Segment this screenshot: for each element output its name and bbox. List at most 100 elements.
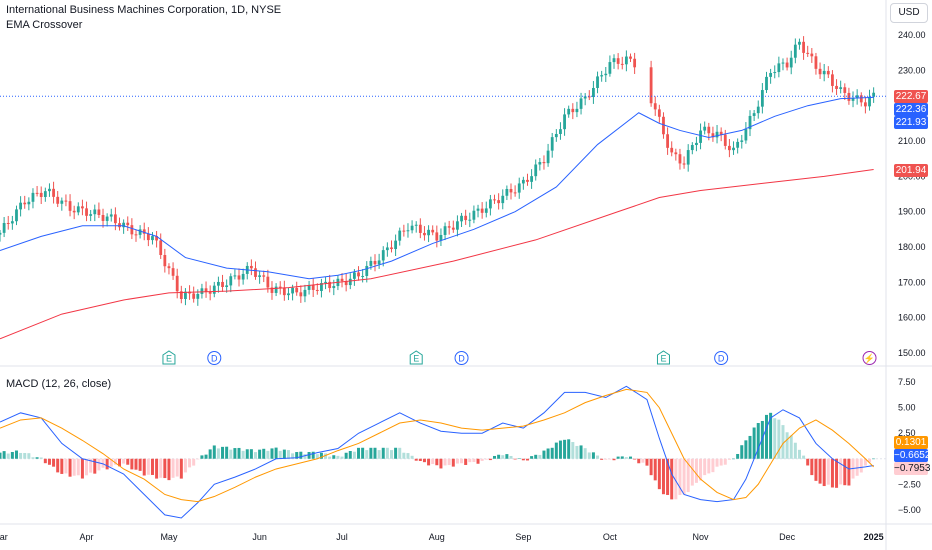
macd-histogram-bar: [233, 448, 237, 459]
macd-axis-tick: −5.00: [898, 505, 921, 515]
ema-fast-tag: 222.36: [894, 103, 928, 116]
candle-body: [760, 90, 764, 107]
candle-body: [806, 52, 810, 54]
candle-body: [476, 208, 480, 211]
macd-histogram-bar: [64, 458, 68, 474]
macd-histogram-bar: [616, 456, 620, 459]
candle-body: [662, 116, 665, 135]
macd-histogram-bar: [715, 458, 719, 467]
macd-histogram-bar: [682, 458, 686, 495]
candle-body: [237, 275, 241, 280]
macd-histogram-bar: [513, 458, 517, 460]
macd-histogram-bar: [868, 458, 872, 463]
macd-histogram-bar: [872, 458, 876, 460]
macd-histogram-bar: [859, 458, 863, 473]
time-axis-tick: Sep: [515, 532, 531, 542]
candle-body: [109, 214, 113, 217]
candle-body: [68, 201, 72, 211]
macd-histogram-bar: [80, 458, 84, 479]
candle-body: [307, 284, 311, 290]
candle-body: [575, 108, 579, 113]
macd-histogram-bar: [563, 439, 567, 459]
macd-histogram-bar: [229, 449, 233, 459]
candle-body: [592, 87, 595, 98]
candle-body: [798, 41, 801, 45]
macd-hist-tag: 0.1301: [894, 436, 928, 449]
candle-body: [773, 72, 777, 74]
macd-histogram-bar: [398, 447, 402, 459]
candle-body: [52, 188, 55, 197]
macd-histogram-bar: [719, 458, 723, 466]
candle-body: [151, 236, 154, 241]
earnings-marker-shape: [656, 350, 670, 365]
candle-body: [385, 247, 389, 251]
macd-histogram-bar: [451, 458, 455, 467]
candle-body: [550, 137, 554, 151]
macd-histogram-bar: [822, 458, 826, 487]
macd-histogram-bar: [534, 454, 538, 459]
macd-histogram-bar: [645, 458, 649, 466]
split-marker: ⚡: [862, 351, 877, 365]
candle-body: [744, 129, 748, 141]
ema-slow-tag: 201.94: [894, 164, 928, 177]
macd-histogram-bar: [583, 448, 587, 459]
dividend-marker-glyph: D: [718, 354, 725, 364]
candle-body: [534, 164, 538, 177]
candle-body: [851, 98, 855, 101]
macd-histogram-bar: [200, 455, 204, 459]
ema-slow-line: [0, 168, 874, 340]
currency-button[interactable]: USD: [890, 3, 928, 23]
candle-body: [616, 58, 620, 64]
macd-line-tag: −0.6652: [894, 449, 931, 462]
candle-body: [258, 275, 262, 277]
candle-body: [633, 58, 637, 68]
macd-histogram-bar: [113, 458, 117, 465]
candle-body: [31, 192, 35, 202]
macd-histogram-bar: [332, 455, 336, 459]
candle-body: [612, 58, 616, 63]
macd-histogram-bar: [262, 448, 266, 459]
candle-body: [793, 44, 797, 58]
candle-body: [756, 106, 760, 114]
macd-histogram-bar: [221, 446, 225, 459]
candle-body: [171, 268, 175, 276]
candle-body: [736, 141, 740, 148]
macd-histogram-bar: [587, 452, 591, 459]
macd-histogram-bar: [159, 458, 163, 478]
macd-histogram-bar: [505, 454, 509, 459]
macd-histogram-bar: [472, 458, 476, 463]
candle-body: [835, 85, 838, 89]
candle-body: [361, 275, 365, 277]
macd-histogram-bar: [319, 452, 323, 459]
candle-body: [357, 272, 360, 277]
candle-body: [418, 224, 422, 233]
price-axis-tick: 150.00: [898, 348, 926, 358]
macd-histogram-bar: [427, 458, 431, 466]
macd-histogram-bar: [299, 451, 303, 459]
candle-body: [377, 260, 381, 265]
macd-histogram-bar: [748, 435, 752, 459]
candle-body: [456, 221, 459, 230]
candle-body: [76, 206, 80, 213]
macd-histogram-bar: [657, 458, 661, 490]
candle-body: [184, 291, 187, 300]
earnings-marker-glyph: E: [660, 354, 666, 364]
macd-histogram-bar: [385, 447, 389, 459]
macd-histogram-bar: [736, 453, 740, 459]
macd-histogram-bar: [291, 453, 295, 459]
candle-body: [19, 202, 23, 210]
macd-histogram-bar: [179, 458, 183, 479]
macd-histogram-bar: [175, 458, 179, 477]
dividend-marker-shape: [207, 351, 222, 365]
indicator-label: EMA Crossover: [6, 19, 83, 31]
candle-body: [431, 229, 435, 233]
macd-panel-title: MACD (12, 26, close): [6, 378, 112, 390]
candle-body: [559, 129, 562, 134]
macd-histogram-bar: [381, 447, 385, 459]
macd-histogram-bar: [521, 458, 525, 461]
candle-body: [563, 114, 566, 130]
macd-histogram-bar: [126, 458, 130, 465]
macd-histogram-bar: [286, 450, 290, 459]
candle-body: [134, 234, 138, 236]
